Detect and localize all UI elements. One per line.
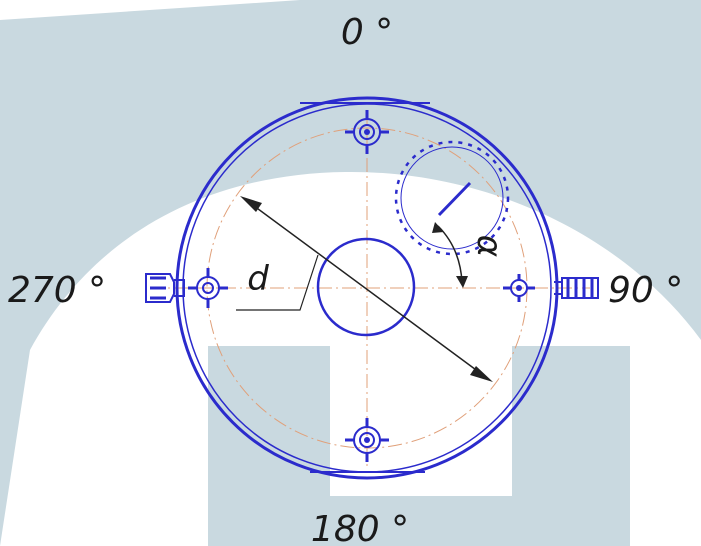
flange-nozzle-icon [345, 110, 389, 154]
angle-alpha-label: α [469, 235, 509, 257]
manhole [394, 140, 510, 256]
flange-nozzle-icon [345, 418, 389, 462]
diameter-label: d [247, 259, 269, 299]
side-fitting-icon [554, 277, 599, 299]
angle-indicator [432, 222, 468, 288]
vessel-shell [175, 96, 559, 480]
diameter-dimension [236, 196, 493, 382]
angle-label-90: 90 ° [608, 270, 683, 311]
central-nozzle [316, 237, 416, 337]
angle-label-180: 180 ° [311, 509, 409, 546]
flange-nozzle-icon [188, 268, 228, 308]
angle-label-0: 0 ° [341, 12, 393, 53]
flange-nozzle-icon [503, 274, 535, 302]
background-cutout [330, 346, 512, 496]
side-fitting-icon [145, 273, 185, 303]
angle-label-270: 270 ° [8, 270, 106, 311]
